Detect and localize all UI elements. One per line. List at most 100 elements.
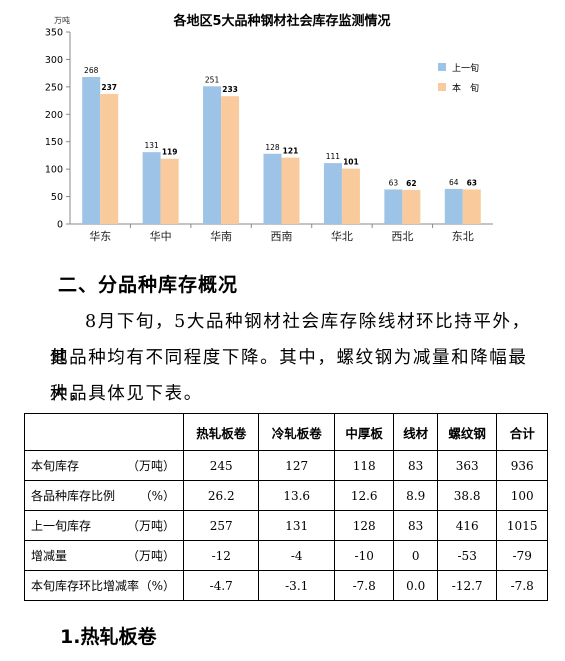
bar-data-label: 62 [406, 179, 416, 188]
paragraph-line-3: 种，具体见下表。 [50, 384, 203, 404]
bar-data-label: 119 [162, 148, 178, 157]
subsection-heading: 1.热轧板卷 [60, 626, 157, 648]
bar-current-period [100, 93, 119, 224]
y-tick-label: 50 [51, 192, 63, 203]
table-cell: 12.6 [333, 480, 395, 511]
table-cell: -10 [333, 540, 395, 571]
legend-label: 本 旬 [452, 82, 479, 94]
bar-data-label: 63 [467, 178, 477, 187]
table-cell: 245 [182, 450, 260, 481]
row-unit: （万吨） [126, 549, 175, 563]
paragraph-line-2: 他品种均有不同程度下降。其中，螺纹钢为减量和降幅最大品 [50, 348, 528, 404]
bar-current-period [281, 157, 300, 224]
table-cell: -79 [496, 540, 548, 571]
y-tick-label: 300 [45, 55, 63, 66]
bar-data-label: 233 [222, 85, 238, 94]
section-heading: 二、分品种库存概况 [58, 274, 239, 296]
row-label: 各品种库存比例 （%） [24, 480, 184, 511]
table-cell: 131 [258, 510, 335, 541]
paragraph-line-1: 8月下旬，5大品种钢材社会库存除线材环比持平外，其 [50, 312, 531, 368]
bar-previous-period [444, 188, 463, 224]
bar-current-period [160, 158, 179, 224]
bar-data-label: 268 [84, 66, 99, 75]
table-cell: 128 [333, 510, 395, 541]
table-header-cell: 合计 [496, 413, 548, 451]
y-tick-label: 350 [45, 28, 63, 39]
bar-data-label: 128 [265, 143, 280, 152]
bar-data-label: 121 [283, 147, 299, 156]
table-header-cell: 热轧板卷 [182, 413, 260, 451]
table-cell: 118 [333, 450, 395, 481]
inventory-table: 热轧板卷 冷轧板卷 中厚板 线材 螺纹钢 合计 本旬库存 （万吨） 245 127… [24, 413, 548, 601]
table-cell: 416 [436, 510, 498, 541]
y-tick-label: 200 [45, 110, 63, 121]
x-category-label: 东北 [452, 230, 474, 243]
x-category-label: 华北 [331, 229, 353, 243]
bar-current-period [341, 168, 360, 224]
bar-previous-period [203, 86, 222, 225]
legend-swatch [438, 83, 446, 91]
table-row: 增减量 （万吨） -12 -4 -10 0 -53 -79 [24, 540, 548, 571]
row-label: 本旬库存 （万吨） [24, 450, 184, 481]
legend-swatch [438, 63, 446, 71]
bar-previous-period [263, 153, 282, 224]
bar-data-label: 237 [101, 83, 117, 92]
bar-previous-period [323, 163, 342, 224]
bar-data-label: 251 [205, 75, 220, 84]
table-header-cell: 冷轧板卷 [258, 413, 335, 451]
x-category-label: 西南 [271, 230, 293, 243]
table-cell: 13.6 [258, 480, 335, 511]
row-unit: （%） [139, 489, 175, 503]
x-category-label: 西北 [391, 230, 413, 243]
bar-data-label: 64 [449, 178, 459, 187]
table-cell: 0 [393, 540, 438, 571]
bar-previous-period [384, 189, 403, 224]
table-cell: -12 [182, 540, 260, 571]
bar-current-period [402, 189, 421, 224]
y-tick-label: 0 [57, 220, 63, 231]
y-tick-label: 150 [45, 137, 63, 148]
row-unit: （万吨） [126, 519, 175, 533]
table-cell: -7.8 [333, 570, 395, 601]
bar-current-period [462, 189, 481, 224]
inventory-bar-chart: 各地区5大品种钢材社会库存监测情况 万吨 0 50 100 150 200 250 300 350… [0, 0, 565, 250]
x-category-label: 华南 [210, 229, 232, 243]
bar-data-label: 101 [343, 158, 359, 167]
table-row: 上一旬库存 （万吨） 257 131 128 83 416 1015 [24, 510, 548, 541]
bar-data-label: 63 [389, 178, 399, 187]
table-cell: -4.7 [182, 570, 260, 601]
legend-label: 上一旬 [452, 62, 479, 74]
table-header-cell: 螺纹钢 [436, 413, 498, 451]
table-header-cell [24, 413, 184, 451]
y-axis-unit-label: 万吨 [54, 15, 70, 25]
x-category-label: 华中 [150, 229, 172, 243]
table-cell: 363 [436, 450, 498, 481]
y-tick-label: 100 [45, 165, 63, 176]
table-cell: -53 [436, 540, 498, 571]
bar-data-label: 131 [144, 141, 159, 150]
row-label: 上一旬库存 （万吨） [24, 510, 184, 541]
table-row: 本旬库存环比增减率 （%） -4.7 -3.1 -7.8 0.0 -12.7 -7… [24, 570, 548, 601]
table-cell: 8.9 [393, 480, 438, 511]
table-cell: 26.2 [182, 480, 260, 511]
y-tick-label: 250 [45, 82, 63, 93]
bar-current-period [221, 96, 240, 224]
table-cell: -12.7 [436, 570, 498, 601]
row-label: 增减量 （万吨） [24, 540, 184, 571]
table-cell: 100 [496, 480, 548, 511]
table-cell: 0.0 [393, 570, 438, 601]
table-cell: -4 [258, 540, 335, 571]
table-row: 各品种库存比例 （%） 26.2 13.6 12.6 8.9 38.8 100 [24, 480, 548, 511]
table-cell: 38.8 [436, 480, 498, 511]
table-cell: 936 [496, 450, 548, 481]
bar-previous-period [142, 152, 161, 224]
chart-title: 各地区5大品种钢材社会库存监测情况 [172, 13, 390, 29]
table-header-cell: 中厚板 [333, 413, 395, 451]
bar-data-label: 111 [326, 152, 341, 161]
table-cell: -3.1 [258, 570, 335, 601]
table-cell: 1015 [496, 510, 548, 541]
table-cell: 83 [393, 450, 438, 481]
row-label: 本旬库存环比增减率 （%） [24, 570, 184, 601]
table-cell: 257 [182, 510, 260, 541]
table-cell: 127 [258, 450, 335, 481]
